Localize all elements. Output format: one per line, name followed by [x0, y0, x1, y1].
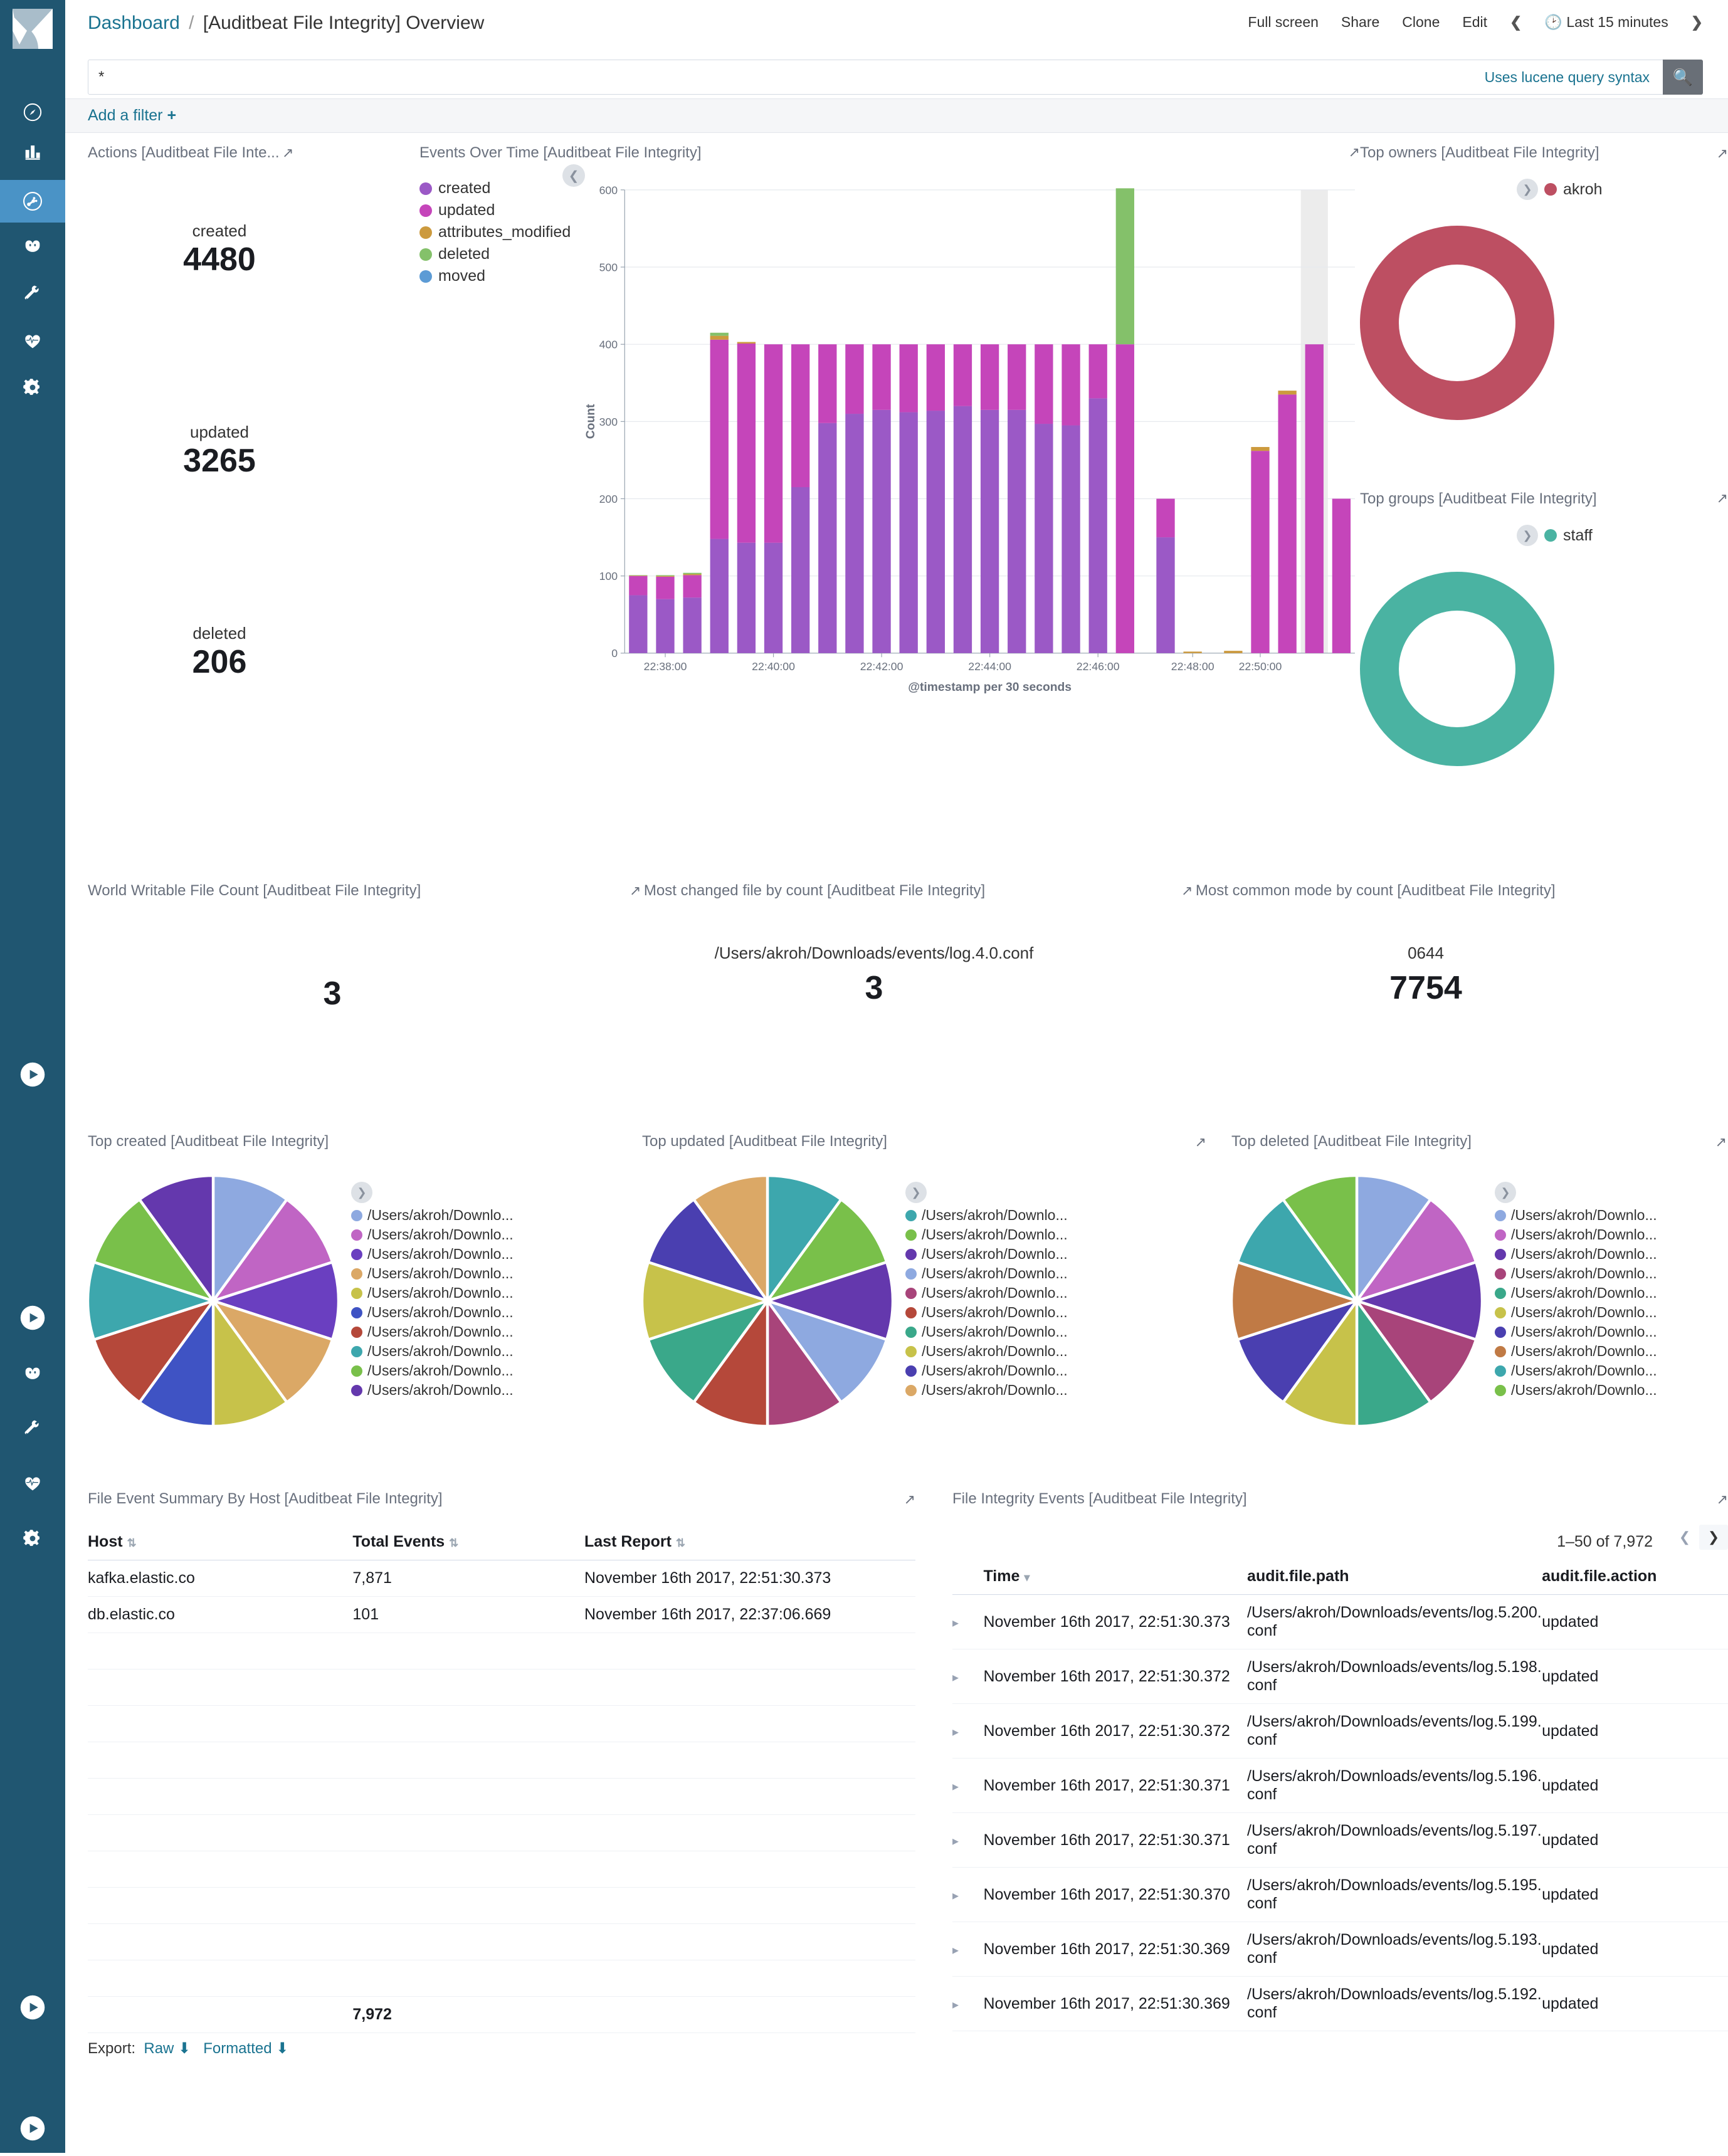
svg-text:600: 600: [599, 184, 618, 196]
svg-text:22:40:00: 22:40:00: [752, 660, 795, 673]
svg-text:200: 200: [599, 493, 618, 505]
svg-text:22:48:00: 22:48:00: [1171, 660, 1214, 673]
svg-text:500: 500: [599, 261, 618, 273]
svg-text:400: 400: [599, 339, 618, 351]
svg-text:Count: Count: [584, 404, 598, 439]
svg-text:22:38:00: 22:38:00: [644, 660, 687, 673]
svg-text:@timestamp per 30 seconds: @timestamp per 30 seconds: [908, 681, 1072, 694]
svg-text:0: 0: [611, 647, 618, 660]
svg-text:22:50:00: 22:50:00: [1239, 660, 1282, 673]
svg-text:22:42:00: 22:42:00: [860, 660, 904, 673]
svg-text:22:44:00: 22:44:00: [968, 660, 1011, 673]
svg-text:300: 300: [599, 416, 618, 428]
svg-text:22:46:00: 22:46:00: [1077, 660, 1120, 673]
svg-text:100: 100: [599, 570, 618, 582]
